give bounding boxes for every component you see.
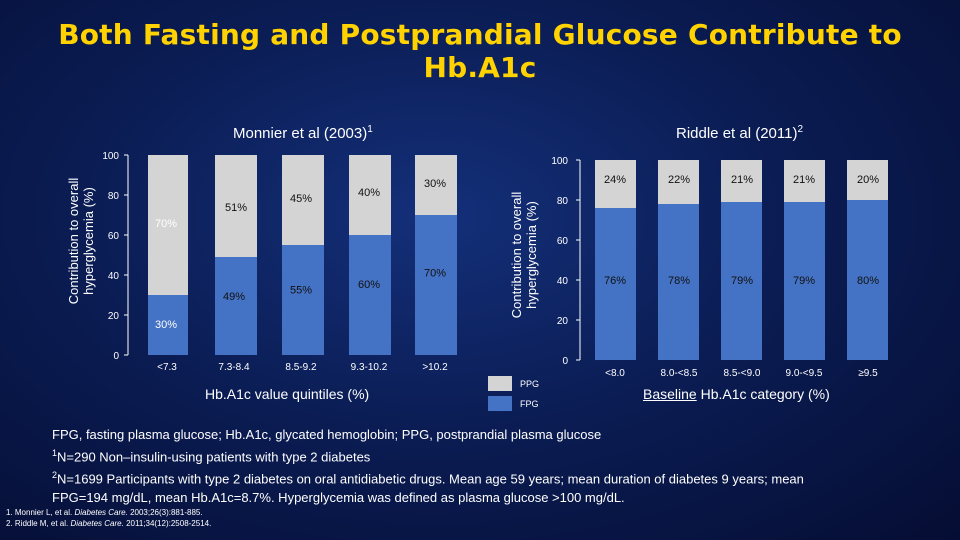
reference-2-authors: 2. Riddle M, et al. xyxy=(6,519,71,528)
right-bar-fpg xyxy=(595,208,636,360)
right-bar-ppg xyxy=(847,160,888,200)
left-x-axis-title: Hb.A1c value quintiles (%) xyxy=(205,386,370,402)
right-bar-ppg xyxy=(595,160,636,208)
right-y-tick-label: 60 xyxy=(557,236,569,247)
right-label-ppg: 24% xyxy=(604,174,626,186)
right-y-tick-label: 80 xyxy=(557,196,569,207)
left-bar-fpg xyxy=(349,235,391,355)
right-category-label: 8.0-<8.5 xyxy=(661,368,698,379)
right-label-ppg: 21% xyxy=(793,174,815,186)
right-category-label: ≥9.5 xyxy=(858,368,878,379)
footnote-2-sup: 2 xyxy=(52,470,58,481)
legend-ppg-label: PPG xyxy=(520,379,540,389)
left-panel-title-text: Monnier et al (2003) xyxy=(233,125,368,142)
right-bar-ppg xyxy=(721,160,762,202)
right-x-axis-title: Baseline Hb.A1c category (%) xyxy=(643,386,830,402)
right-category-label: 9.0-<9.5 xyxy=(786,368,823,379)
reference-1-journal: Diabetes Care. xyxy=(74,508,128,517)
footnotes: FPG, fasting plasma glucose; Hb.A1c, gly… xyxy=(52,426,932,507)
legend-fpg-label: FPG xyxy=(520,399,539,409)
left-bar-ppg xyxy=(415,155,457,215)
references: 1. Monnier L, et al. Diabetes Care. 2003… xyxy=(6,507,211,529)
left-category-label: 7.3-8.4 xyxy=(218,362,250,373)
left-bar-ppg xyxy=(349,155,391,235)
right-label-fpg: 79% xyxy=(731,275,753,287)
reference-1-authors: 1. Monnier L, et al. xyxy=(6,508,75,517)
right-panel-title-sup: 2 xyxy=(797,124,804,135)
left-label-ppg: 30% xyxy=(424,178,446,190)
left-y-tick-label: 20 xyxy=(108,311,120,322)
slide-title: Both Fasting and Postprandial Glucose Co… xyxy=(58,18,902,84)
left-bar-ppg xyxy=(215,155,257,257)
right-bar-fpg xyxy=(658,204,699,360)
right-label-ppg: 22% xyxy=(668,174,690,186)
right-bar-fpg xyxy=(784,202,825,360)
reference-2-journal: Diabetes Care. xyxy=(70,519,124,528)
left-y-tick-label: 40 xyxy=(108,271,120,282)
left-label-fpg: 55% xyxy=(290,284,312,296)
footnote-1: 1N=290 Non–insulin-using patients with t… xyxy=(52,444,932,466)
left-label-fpg: 49% xyxy=(223,291,245,303)
left-bar-fpg xyxy=(148,295,188,355)
left-category-label: 8.5-9.2 xyxy=(285,362,317,373)
left-label-fpg: 70% xyxy=(424,268,446,280)
reference-2-citation: 2011;34(12):2508-2514. xyxy=(123,519,212,528)
right-label-fpg: 79% xyxy=(793,275,815,287)
footnote-2: 2N=1699 Participants with type 2 diabete… xyxy=(52,466,932,488)
footnote-1-text: N=290 Non–insulin-using patients with ty… xyxy=(57,449,371,465)
left-panel-title-sup: 1 xyxy=(367,124,373,135)
right-bar-ppg xyxy=(658,160,699,204)
left-y-tick-label: 80 xyxy=(108,191,120,202)
footnote-abbreviations: FPG, fasting plasma glucose; Hb.A1c, gly… xyxy=(52,427,602,442)
left-label-ppg: 45% xyxy=(290,193,312,205)
left-bar-fpg xyxy=(415,215,457,355)
left-bar-ppg xyxy=(148,155,188,295)
left-bar-fpg xyxy=(282,245,324,355)
left-category-label: <7.3 xyxy=(157,362,177,373)
left-bar-ppg xyxy=(282,155,324,245)
right-bar-ppg xyxy=(784,160,825,202)
legend-ppg-swatch xyxy=(488,376,512,391)
left-category-label: >10.2 xyxy=(422,362,448,373)
right-label-fpg: 78% xyxy=(668,275,690,287)
footnote-2-text: N=1699 Participants with type 2 diabetes… xyxy=(57,471,804,487)
footnote-2-cont: FPG=194 mg/dL, mean Hb.A1c=8.7%. Hypergl… xyxy=(52,489,625,505)
reference-1: 1. Monnier L, et al. Diabetes Care. 2003… xyxy=(6,507,211,518)
left-label-ppg: 51% xyxy=(225,202,247,214)
right-category-label: 8.5-<9.0 xyxy=(724,368,761,379)
left-y-tick-label: 60 xyxy=(108,231,120,242)
right-x-axis-title-underlined: Baseline xyxy=(643,386,697,402)
left-label-fpg: 60% xyxy=(358,279,380,291)
right-label-fpg: 80% xyxy=(857,275,879,287)
right-category-label: <8.0 xyxy=(605,368,625,379)
legend-fpg-swatch xyxy=(488,396,512,411)
right-panel-title: Riddle et al (2011)2 xyxy=(676,124,803,142)
left-category-label: 9.3-10.2 xyxy=(351,362,388,373)
footnote-1-sup: 1 xyxy=(52,448,58,458)
right-y-tick-label: 20 xyxy=(557,316,569,327)
right-y-tick-label: 40 xyxy=(557,276,569,287)
right-y-tick-label: 100 xyxy=(551,156,568,167)
right-label-ppg: 21% xyxy=(731,174,753,186)
right-label-fpg: 76% xyxy=(604,275,626,287)
left-panel-title: Monnier et al (2003)1 xyxy=(233,124,373,142)
right-bar-fpg xyxy=(847,200,888,360)
right-bar-fpg xyxy=(721,202,762,360)
right-label-ppg: 20% xyxy=(857,174,879,186)
right-x-axis-title-rest: Hb.A1c category (%) xyxy=(696,386,830,402)
left-label-ppg: 40% xyxy=(358,187,380,199)
right-panel-title-text: Riddle et al (2011) xyxy=(676,125,798,142)
left-bar-fpg xyxy=(215,257,257,355)
right-y-tick-label: 0 xyxy=(562,356,568,367)
reference-1-citation: 2003;26(3):881-885. xyxy=(127,508,203,517)
left-y-tick-label: 100 xyxy=(102,151,119,162)
left-label-ppg: 70% xyxy=(155,218,177,230)
left-y-tick-label: 0 xyxy=(113,351,119,362)
reference-2: 2. Riddle M, et al. Diabetes Care. 2011;… xyxy=(6,518,211,529)
left-label-fpg: 30% xyxy=(155,319,177,331)
